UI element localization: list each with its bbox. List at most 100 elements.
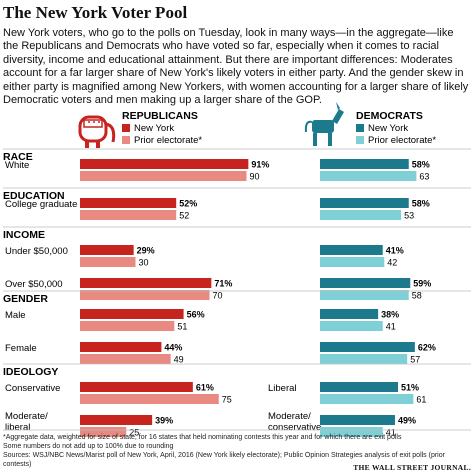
- dem-ny-bar: [320, 382, 399, 392]
- row-label: Over $50,000: [5, 279, 63, 290]
- rep-ny-bar: [80, 342, 162, 352]
- row-label: Under $50,000: [5, 246, 68, 257]
- dem-ny-value: 49%: [398, 416, 416, 426]
- rep-prior-value: 51: [177, 322, 187, 332]
- section-heading: INCOME: [3, 229, 45, 241]
- rep-prior-value: 30: [139, 258, 149, 268]
- dem-prior-value: 63: [419, 172, 429, 182]
- dem-ny-value: 59%: [413, 279, 431, 289]
- dem-prior-bar: [320, 427, 383, 437]
- rep-ny-value: 52%: [179, 199, 197, 209]
- row-label: College graduate: [5, 199, 77, 210]
- dem-prior-bar: [320, 210, 402, 220]
- row-label: White: [5, 160, 29, 171]
- section-heading: IDEOLOGY: [3, 366, 58, 378]
- dem-prior-value: 57: [410, 355, 420, 365]
- row-label: Male: [5, 310, 26, 321]
- rep-prior-bar: [80, 354, 171, 364]
- section-heading: EDUCATION: [3, 190, 65, 202]
- rep-prior-bar: [80, 257, 136, 267]
- rep-ny-value: 29%: [137, 246, 155, 256]
- dem-ny-bar: [320, 309, 379, 319]
- chart-title: The New York Voter Pool: [3, 3, 188, 22]
- rep-ny-bar: [80, 415, 153, 425]
- dem-prior-bar: [320, 321, 383, 331]
- dem-ny-bar: [320, 159, 409, 169]
- dem-ny-bar: [320, 278, 411, 288]
- rep-ny-value: 61%: [196, 383, 214, 393]
- elephant-icon: [78, 115, 116, 148]
- section-heading: RACE: [3, 151, 33, 163]
- rep-prior-value: 70: [213, 291, 223, 301]
- dem-legend-ny-label: New York: [368, 123, 408, 134]
- section-heading: GENDER: [3, 293, 48, 305]
- rep-prior-bar: [80, 210, 177, 220]
- rep-prior-bar: [80, 290, 210, 300]
- rep-legend-ny-swatch: [122, 124, 130, 132]
- footnote-aggregate: *Aggregate data, weighted for size of st…: [3, 434, 402, 441]
- publisher-credit: THE WALL STREET JOURNAL.: [353, 463, 471, 472]
- dem-ny-value: 62%: [418, 343, 436, 353]
- rep-prior-bar: [80, 427, 127, 437]
- dem-ny-value: 51%: [401, 383, 419, 393]
- dem-prior-bar: [320, 394, 414, 404]
- rep-prior-value: 75: [222, 395, 232, 405]
- dem-ny-bar: [320, 415, 395, 425]
- rep-prior-value: 25: [129, 428, 139, 438]
- dem-prior-value: 41: [386, 322, 396, 332]
- rep-ny-value: 44%: [164, 343, 182, 353]
- dem-legend-prior-swatch: [356, 136, 364, 144]
- dem-prior-value: 41: [386, 428, 396, 438]
- row-label: Conservative: [5, 383, 60, 394]
- rep-prior-value: 90: [250, 172, 260, 182]
- rep-party-label: REPUBLICANS: [122, 110, 198, 122]
- dem-prior-bar: [320, 257, 385, 267]
- dem-ny-value: 58%: [412, 199, 430, 209]
- dem-prior-bar: [320, 354, 408, 364]
- dem-prior-value: 42: [387, 258, 397, 268]
- dem-ny-bar: [320, 342, 415, 352]
- rep-prior-value: 52: [179, 211, 189, 221]
- rep-ny-value: 71%: [214, 279, 232, 289]
- rep-ny-value: 56%: [187, 310, 205, 320]
- rep-ny-bar: [80, 309, 184, 319]
- rep-ny-bar: [80, 382, 193, 392]
- donkey-icon: [304, 102, 344, 146]
- dem-party-label: DEMOCRATS: [356, 110, 423, 122]
- rep-prior-bar: [80, 394, 219, 404]
- rep-legend-ny-label: New York: [134, 123, 174, 134]
- dem-row-label: Liberal: [268, 383, 297, 394]
- dem-prior-value: 61: [416, 395, 426, 405]
- dem-prior-bar: [320, 290, 409, 300]
- dem-ny-bar: [320, 198, 409, 208]
- rep-ny-value: 91%: [251, 160, 269, 170]
- footer-notes: *Aggregate data, weighted for size of st…: [3, 433, 471, 469]
- dem-ny-value: 38%: [381, 310, 399, 320]
- dem-prior-bar: [320, 171, 417, 181]
- footnote-rounding: Some numbers do not add up to 100% due t…: [3, 443, 174, 450]
- dem-legend-prior-label: Prior electorate*: [368, 135, 436, 146]
- rep-legend-prior-label: Prior electorate*: [134, 135, 202, 146]
- rep-prior-value: 49: [174, 355, 184, 365]
- dem-ny-value: 41%: [386, 246, 404, 256]
- row-label: Female: [5, 343, 37, 354]
- rep-ny-bar: [80, 245, 134, 255]
- dem-legend-ny-swatch: [356, 124, 364, 132]
- rep-ny-bar: [80, 278, 212, 288]
- intro-paragraph: New York voters, who go to the polls on …: [3, 27, 469, 107]
- dem-row-label: Moderate/conservative: [268, 411, 321, 433]
- rep-prior-bar: [80, 171, 247, 181]
- sources-note: Sources: WSJ/NBC News/Marist poll of New…: [3, 452, 445, 468]
- dem-ny-bar: [320, 245, 383, 255]
- rep-ny-bar: [80, 198, 177, 208]
- dem-prior-value: 53: [404, 211, 414, 221]
- dem-ny-value: 58%: [412, 160, 430, 170]
- rep-prior-bar: [80, 321, 175, 331]
- rep-legend-prior-swatch: [122, 136, 130, 144]
- dem-prior-value: 58: [412, 291, 422, 301]
- row-label: Moderate/liberal: [5, 411, 48, 433]
- rep-ny-value: 39%: [155, 416, 173, 426]
- rep-ny-bar: [80, 159, 249, 169]
